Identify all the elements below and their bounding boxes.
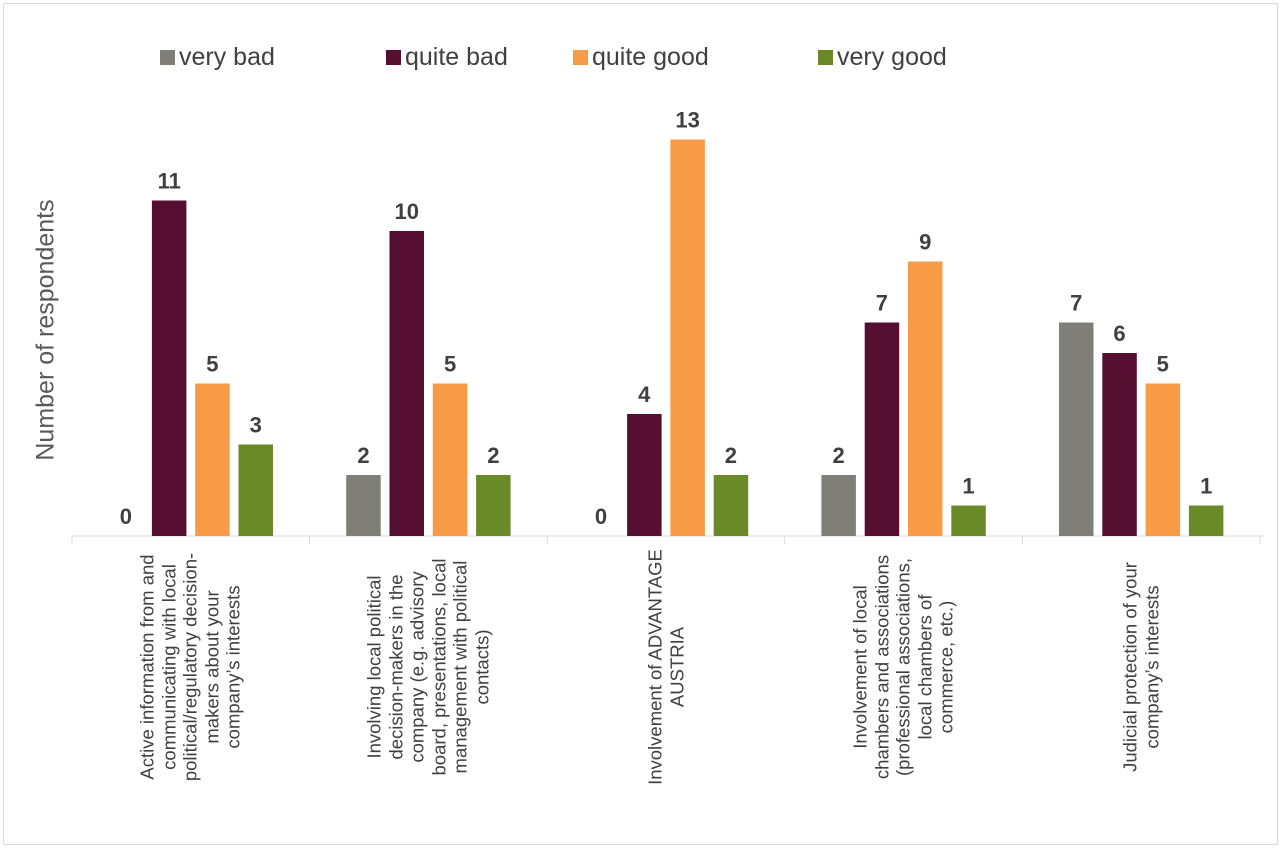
- data-label: 6: [1113, 321, 1125, 346]
- data-label: 1: [1200, 474, 1212, 499]
- legend-label: quite good: [592, 42, 709, 71]
- data-label: 10: [395, 199, 419, 224]
- category-label-text: Involving local political decision-maker…: [363, 558, 493, 776]
- data-label: 2: [487, 443, 499, 468]
- bar-very-bad-5: [1059, 322, 1094, 536]
- bar-very-bad-4: [821, 475, 856, 536]
- legend-swatch: [386, 49, 401, 65]
- legend-label: very bad: [179, 42, 275, 71]
- data-label: 11: [158, 169, 181, 194]
- data-label: 7: [1070, 291, 1082, 316]
- bar-very-good-5: [1188, 505, 1224, 536]
- legend-item-quite-good: quite good: [573, 40, 709, 74]
- legend-item-quite-bad: quite bad: [386, 40, 508, 74]
- legend-swatch: [573, 49, 588, 65]
- data-label: 5: [206, 352, 218, 377]
- bar-quite-bad-2: [389, 231, 424, 536]
- data-label: 2: [725, 443, 737, 468]
- data-label: 13: [675, 108, 699, 133]
- legend-swatch: [818, 49, 833, 65]
- bar-very-good-2: [476, 475, 511, 536]
- bar-quite-bad-1: [151, 200, 187, 536]
- bar-very-good-4: [951, 505, 986, 536]
- legend-swatch: [160, 49, 175, 65]
- category-label-text: Judicial protection of your company’s in…: [1119, 562, 1163, 772]
- category-label-text: Active information from and communicatin…: [136, 552, 244, 782]
- data-label: 5: [1157, 352, 1169, 377]
- bar-quite-good-3: [670, 139, 705, 536]
- bar-quite-good-5: [1145, 383, 1181, 536]
- bar-very-good-3: [713, 475, 749, 536]
- bar-quite-bad-3: [627, 414, 662, 536]
- legend-item-very-bad: very bad: [160, 40, 275, 74]
- bar-quite-good-4: [908, 261, 943, 536]
- data-label: 0: [595, 504, 607, 529]
- category-label-text: Involvement of ADVANTAGE AUSTRIA: [644, 549, 688, 785]
- data-label: 0: [120, 504, 132, 529]
- bar-quite-good-2: [432, 383, 468, 536]
- legend-label: quite bad: [405, 42, 508, 71]
- legend-item-very-good: very good: [818, 40, 947, 74]
- data-label: 2: [357, 443, 369, 468]
- data-label: 2: [832, 443, 844, 468]
- data-label: 1: [962, 474, 974, 499]
- y-axis-label: Number of respondents: [31, 199, 60, 461]
- legend-label: very good: [837, 42, 947, 71]
- data-label: 3: [250, 413, 262, 438]
- data-label: 5: [444, 352, 456, 377]
- category-label-text: Involvement of local chambers and associ…: [849, 554, 957, 780]
- data-label: 4: [638, 382, 651, 407]
- data-label: 7: [876, 291, 888, 316]
- bar-quite-good-1: [195, 383, 230, 536]
- bar-very-bad-2: [346, 475, 381, 536]
- data-label: 9: [919, 230, 931, 255]
- bar-quite-bad-5: [1102, 353, 1137, 536]
- bar-very-good-1: [238, 444, 273, 536]
- bar-quite-bad-4: [864, 322, 900, 536]
